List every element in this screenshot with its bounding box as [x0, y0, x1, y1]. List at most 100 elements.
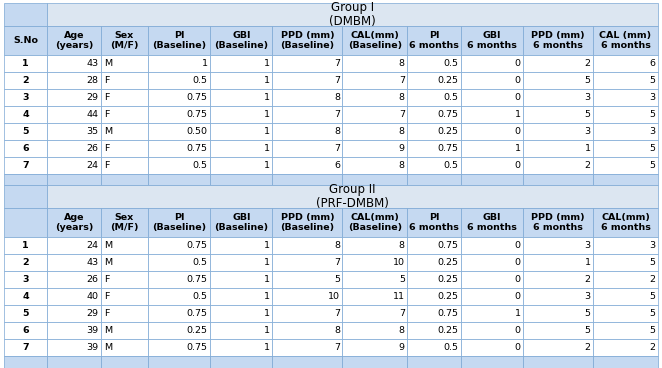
Text: 0.25: 0.25 — [438, 292, 458, 301]
Bar — [148, 72, 210, 89]
Text: 1: 1 — [585, 258, 591, 267]
Text: 0: 0 — [514, 326, 520, 335]
Bar — [273, 106, 342, 123]
Text: Sex
(M/F): Sex (M/F) — [110, 31, 138, 50]
Bar — [407, 305, 461, 322]
Text: 1: 1 — [264, 326, 270, 335]
Bar — [148, 339, 210, 356]
Bar — [342, 106, 407, 123]
Text: GBI
6 months: GBI 6 months — [467, 213, 517, 232]
Text: Sex
(M/F): Sex (M/F) — [110, 213, 138, 232]
Bar — [47, 3, 658, 26]
Bar — [593, 106, 658, 123]
Bar — [273, 140, 342, 157]
Bar — [47, 322, 101, 339]
Bar — [407, 254, 461, 271]
Text: 5: 5 — [649, 144, 655, 153]
Text: 0.5: 0.5 — [444, 59, 458, 68]
Text: GBI
(Baseline): GBI (Baseline) — [214, 213, 268, 232]
Text: 1: 1 — [23, 241, 29, 250]
Bar — [148, 322, 210, 339]
Text: F: F — [104, 161, 109, 170]
Bar — [210, 55, 273, 72]
Bar — [148, 55, 210, 72]
Bar — [523, 322, 593, 339]
Bar — [407, 322, 461, 339]
Bar — [407, 26, 461, 55]
Bar — [148, 254, 210, 271]
Text: 4: 4 — [23, 292, 29, 301]
Bar — [210, 356, 273, 368]
Text: 7: 7 — [334, 144, 340, 153]
Text: 0: 0 — [514, 127, 520, 136]
Bar — [461, 356, 523, 368]
Bar — [593, 254, 658, 271]
Bar — [407, 288, 461, 305]
Bar — [407, 140, 461, 157]
Bar — [342, 72, 407, 89]
Bar — [593, 157, 658, 174]
Bar — [523, 174, 593, 185]
Text: 0: 0 — [514, 76, 520, 85]
Text: 28: 28 — [86, 76, 98, 85]
Bar — [461, 322, 523, 339]
Text: 0.5: 0.5 — [444, 343, 458, 352]
Bar — [593, 339, 658, 356]
Text: 1: 1 — [264, 127, 270, 136]
Text: 0.5: 0.5 — [193, 76, 208, 85]
Bar — [4, 55, 47, 72]
Bar — [101, 106, 148, 123]
Bar — [101, 322, 148, 339]
Text: 43: 43 — [86, 258, 98, 267]
Bar — [593, 123, 658, 140]
Bar — [210, 208, 273, 237]
Text: 3: 3 — [649, 127, 655, 136]
Text: F: F — [104, 309, 109, 318]
Bar — [342, 208, 407, 237]
Text: 5: 5 — [23, 127, 29, 136]
Bar — [593, 26, 658, 55]
Text: 7: 7 — [399, 76, 405, 85]
Bar — [101, 26, 148, 55]
Text: 9: 9 — [399, 343, 405, 352]
Bar — [4, 89, 47, 106]
Bar — [148, 356, 210, 368]
Text: 8: 8 — [399, 326, 405, 335]
Bar — [342, 288, 407, 305]
Bar — [593, 89, 658, 106]
Bar — [342, 254, 407, 271]
Text: 1: 1 — [264, 275, 270, 284]
Text: 0.75: 0.75 — [438, 110, 458, 119]
Text: 0: 0 — [514, 258, 520, 267]
Bar — [273, 305, 342, 322]
Bar — [47, 254, 101, 271]
Bar — [47, 72, 101, 89]
Bar — [47, 123, 101, 140]
Bar — [148, 106, 210, 123]
Bar — [210, 174, 273, 185]
Text: 7: 7 — [334, 258, 340, 267]
Text: M: M — [104, 343, 112, 352]
Text: 0: 0 — [514, 241, 520, 250]
Text: 1: 1 — [514, 144, 520, 153]
Bar — [407, 237, 461, 254]
Bar — [593, 237, 658, 254]
Bar — [593, 271, 658, 288]
Bar — [101, 72, 148, 89]
Bar — [593, 356, 658, 368]
Text: 0.75: 0.75 — [187, 343, 208, 352]
Bar — [101, 174, 148, 185]
Text: 7: 7 — [23, 343, 29, 352]
Bar — [342, 271, 407, 288]
Text: 8: 8 — [399, 127, 405, 136]
Text: F: F — [104, 76, 109, 85]
Bar — [210, 237, 273, 254]
Text: 1: 1 — [264, 343, 270, 352]
Text: 0: 0 — [514, 275, 520, 284]
Bar — [461, 89, 523, 106]
Text: 6: 6 — [334, 161, 340, 170]
Bar — [342, 26, 407, 55]
Bar — [461, 72, 523, 89]
Bar — [210, 89, 273, 106]
Bar — [148, 271, 210, 288]
